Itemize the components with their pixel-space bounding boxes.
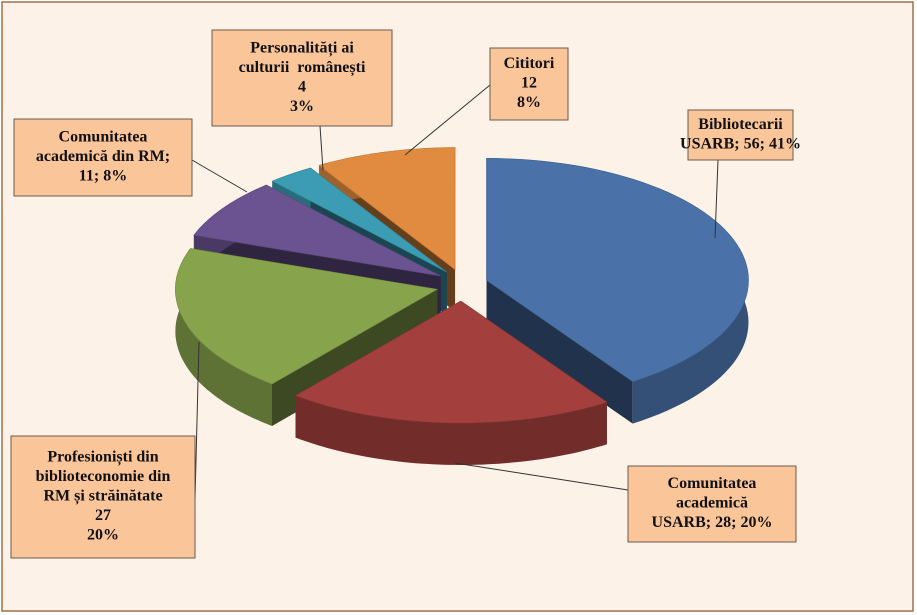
slice	[175, 248, 439, 385]
data-label: academică	[676, 495, 748, 512]
data-label: 8%	[517, 94, 541, 111]
data-label: Cititori	[504, 55, 555, 72]
data-label: Bibliotecarii	[698, 116, 783, 133]
data-label: Comunitatea	[59, 129, 148, 146]
leader-line	[404, 84, 491, 156]
data-label: RM și străinătate	[43, 488, 162, 506]
slice	[486, 157, 749, 382]
label-box	[687, 109, 794, 161]
data-label: academică din RM;	[36, 148, 170, 165]
leader-line	[454, 462, 629, 491]
leader-line	[191, 159, 248, 193]
data-label: 27	[95, 507, 111, 524]
slice	[318, 147, 456, 271]
data-label: 11; 8%	[79, 168, 127, 185]
label-box	[211, 29, 393, 127]
data-label: 4	[298, 78, 306, 95]
slice-wall	[295, 395, 607, 465]
slice-wall	[175, 248, 272, 426]
data-label: Personalități ai	[250, 39, 354, 57]
slice-side	[486, 280, 633, 424]
leader-line	[194, 341, 200, 501]
label-box	[13, 118, 193, 197]
data-label: culturii românești	[239, 59, 366, 77]
slice	[294, 300, 608, 424]
label-box	[10, 435, 196, 559]
data-label: USARB; 28; 20%	[652, 514, 773, 531]
data-label: 20%	[87, 527, 119, 544]
label-box	[627, 465, 797, 543]
data-label: 12	[521, 75, 537, 92]
slice	[271, 167, 447, 273]
data-label: Comunitatea	[668, 475, 757, 492]
data-label: 3%	[290, 98, 314, 115]
leader-line	[714, 159, 719, 239]
slice	[193, 184, 441, 277]
leader-line	[319, 125, 324, 171]
data-label: biblioteconomie din	[36, 468, 171, 485]
label-box	[489, 47, 569, 121]
data-label: USARB; 56; 41%	[680, 135, 801, 152]
data-label: Profesioniști din	[47, 449, 158, 467]
